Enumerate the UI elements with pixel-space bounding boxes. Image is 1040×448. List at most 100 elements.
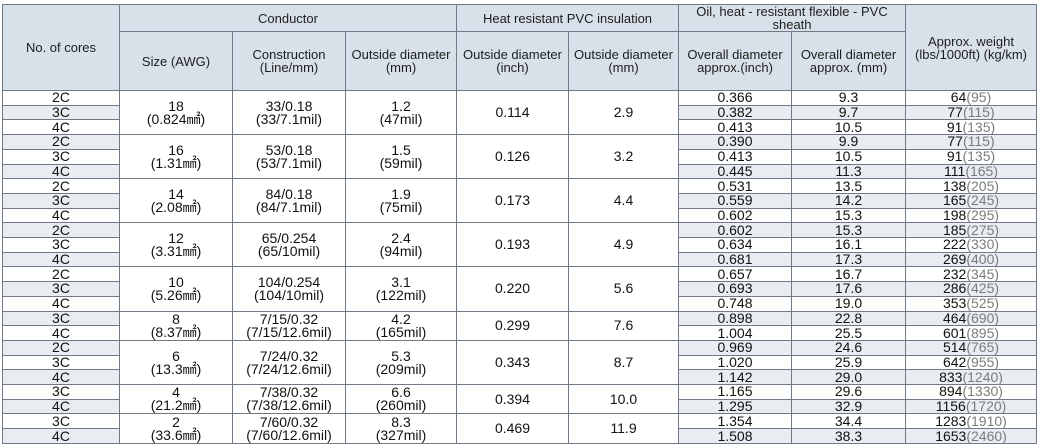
weight-kg: (205) xyxy=(966,178,1000,194)
weight-cell: 286(425) xyxy=(905,281,1038,297)
header-insulation: Heat resistant PVC insulation xyxy=(456,4,679,32)
header-insulation-od-mm: Outside diameter (mm) xyxy=(568,31,679,91)
conductor-od-cell-primary: 1.9 xyxy=(391,185,411,202)
cores-cell: 4C xyxy=(2,295,120,312)
sheath-od-inch-cell: 0.413 xyxy=(678,148,792,165)
weight-cell: 514(765) xyxy=(905,339,1038,356)
insulation-od-inch-cell: 0.173 xyxy=(456,178,569,224)
table-row: 3C 0.693 17.6 286(425) xyxy=(2,281,1038,297)
size-cell-primary: 6 xyxy=(172,347,180,364)
conductor-od-cell-secondary: (47mil) xyxy=(379,110,423,127)
construction-cell-secondary: (7/24/12.6mil) xyxy=(246,360,332,377)
sheath-od-mm-cell: 16.1 xyxy=(790,237,907,253)
size-cell-secondary: (0.824㎟) xyxy=(146,110,206,127)
size-cell-secondary: (13.3㎟) xyxy=(150,360,202,377)
table-row: 3C 8 (8.37㎟) 7/15/0.32 (7/15/12.6mil) 4.2 (165… xyxy=(2,310,1038,341)
sheath-od-inch-cell: 0.969 xyxy=(678,339,792,356)
table-row: 4C 0.748 19.0 353(525) xyxy=(2,295,1038,312)
sheath-od-mm-cell: 17.3 xyxy=(790,251,907,268)
weight-lbs: 111 xyxy=(944,164,966,179)
sheath-od-inch-cell: 0.445 xyxy=(678,163,792,180)
size-cell: 6 (13.3㎟) xyxy=(119,339,233,386)
construction-cell-secondary: (7/60/12.6mil) xyxy=(246,426,332,443)
weight-lbs: 91 xyxy=(946,119,963,135)
weight-cell: 91(135) xyxy=(905,119,1038,136)
weight-kg: (245) xyxy=(966,193,1000,209)
sheath-od-inch-cell: 1.004 xyxy=(678,325,792,341)
weight-cell: 222(330) xyxy=(905,237,1038,253)
cores-cell: 2C xyxy=(2,90,120,106)
conductor-od-cell-secondary: (260mil) xyxy=(375,397,427,414)
weight-lbs: 269 xyxy=(942,252,967,267)
construction-cell-primary: 65/0.254 xyxy=(261,229,317,246)
table-row: 2C 12 (3.31㎟) 65/0.254 (65/10mil) 2.4 (94mil) 0… xyxy=(2,222,1038,268)
weight-lbs: 165 xyxy=(942,193,967,209)
conductor-od-cell: 4.2 (165mil) xyxy=(345,310,457,341)
weight-kg: (425) xyxy=(966,281,1000,297)
weight-lbs: 286 xyxy=(942,281,967,297)
sheath-od-inch-cell: 0.634 xyxy=(678,237,792,253)
cores-cell: 3C xyxy=(2,413,120,430)
table-row: 3C 2 (33.6㎟) 7/60/0.32 (7/60/12.6mil) 8.3 (327… xyxy=(2,413,1038,444)
construction-cell: 53/0.18 (53/7.1mil) xyxy=(232,134,346,180)
conductor-od-cell-primary: 6.6 xyxy=(391,384,411,401)
cores-cell: 4C xyxy=(2,369,120,386)
sheath-od-mm-cell: 10.5 xyxy=(790,119,907,136)
weight-cell: 1653(2460) xyxy=(905,428,1038,444)
header-sheath: Oil, heat - resistant flexible - PVC she… xyxy=(677,4,907,32)
cores-cell: 3C xyxy=(2,148,120,165)
weight-kg: (1330) xyxy=(962,384,1003,400)
sheath-od-mm-cell: 17.6 xyxy=(790,281,907,297)
construction-cell-primary: 84/0.18 xyxy=(265,185,313,202)
weight-kg: (1240) xyxy=(962,369,1003,385)
weight-lbs: 232 xyxy=(942,266,967,282)
sheath-od-mm-cell: 15.3 xyxy=(790,207,907,224)
conductor-od-cell: 2.4 (94mil) xyxy=(345,222,457,268)
size-cell: 18 (0.824㎟) xyxy=(119,89,233,136)
conductor-od-cell-secondary: (75mil) xyxy=(379,198,423,215)
construction-cell-primary: 7/38/0.32 xyxy=(259,384,319,401)
sheath-od-mm-cell: 25.9 xyxy=(790,354,907,371)
weight-kg: (1910) xyxy=(966,413,1007,429)
insulation-od-mm-cell: 4.4 xyxy=(568,178,679,224)
table-row: 3C 0.559 14.2 165(245) xyxy=(2,192,1038,209)
weight-lbs: 185 xyxy=(942,222,967,238)
insulation-od-inch-cell: 0.343 xyxy=(456,339,569,386)
sheath-od-mm-cell: 9.9 xyxy=(790,134,907,150)
table-row: 3C 0.413 10.5 91(135) xyxy=(2,148,1038,165)
insulation-od-inch-cell: 0.299 xyxy=(456,310,569,341)
conductor-od-cell-primary: 1.5 xyxy=(391,141,411,158)
insulation-od-mm-cell: 11.9 xyxy=(568,413,679,444)
weight-kg: (1720) xyxy=(965,399,1007,414)
construction-cell-secondary: (84/7.1mil) xyxy=(255,198,323,215)
weight-cell: 111(165) xyxy=(905,163,1038,180)
sheath-od-inch-cell: 0.681 xyxy=(678,251,792,268)
weight-cell: 642(955) xyxy=(905,354,1038,371)
cores-cell: 4C xyxy=(2,428,120,444)
weight-cell: 64(95) xyxy=(905,90,1038,106)
size-cell-secondary: (2.08㎟) xyxy=(150,198,202,215)
conductor-od-cell-secondary: (165mil) xyxy=(375,323,427,340)
table-row: 4C 1.295 32.9 1156(1720) xyxy=(2,398,1038,415)
sheath-od-inch-cell: 1.354 xyxy=(678,413,792,430)
weight-cell: 77(115) xyxy=(905,134,1038,150)
size-cell-secondary: (5.26㎟) xyxy=(150,286,202,303)
weight-kg: (275) xyxy=(966,222,1000,238)
sheath-od-inch-cell: 0.382 xyxy=(678,104,792,121)
size-cell: 12 (3.31㎟) xyxy=(119,222,233,268)
sheath-od-mm-cell: 11.3 xyxy=(790,163,907,180)
table-row: 4C 0.681 17.3 269(400) xyxy=(2,251,1038,268)
cores-cell: 3C xyxy=(2,237,120,253)
construction-cell-secondary: (7/38/12.6mil) xyxy=(246,397,332,414)
insulation-od-mm-cell: 2.9 xyxy=(568,89,679,136)
table-body: 2C 18 (0.824㎟) 33/0.18 (33/7.1mil) 1.2 (47mil)… xyxy=(2,89,1038,444)
cores-cell: 4C xyxy=(2,119,120,136)
sheath-od-mm-cell: 13.5 xyxy=(790,178,907,194)
conductor-od-cell-secondary: (122mil) xyxy=(375,286,427,303)
cores-cell: 4C xyxy=(2,163,120,180)
cores-cell: 3C xyxy=(2,192,120,209)
weight-lbs: 77 xyxy=(947,134,963,150)
size-cell-primary: 16 xyxy=(168,141,184,158)
construction-cell-secondary: (53/7.1mil) xyxy=(255,154,323,171)
table-row: 2C 10 (5.26㎟) 104/0.254 (104/10mil) 3.1 (122mi… xyxy=(2,266,1038,312)
